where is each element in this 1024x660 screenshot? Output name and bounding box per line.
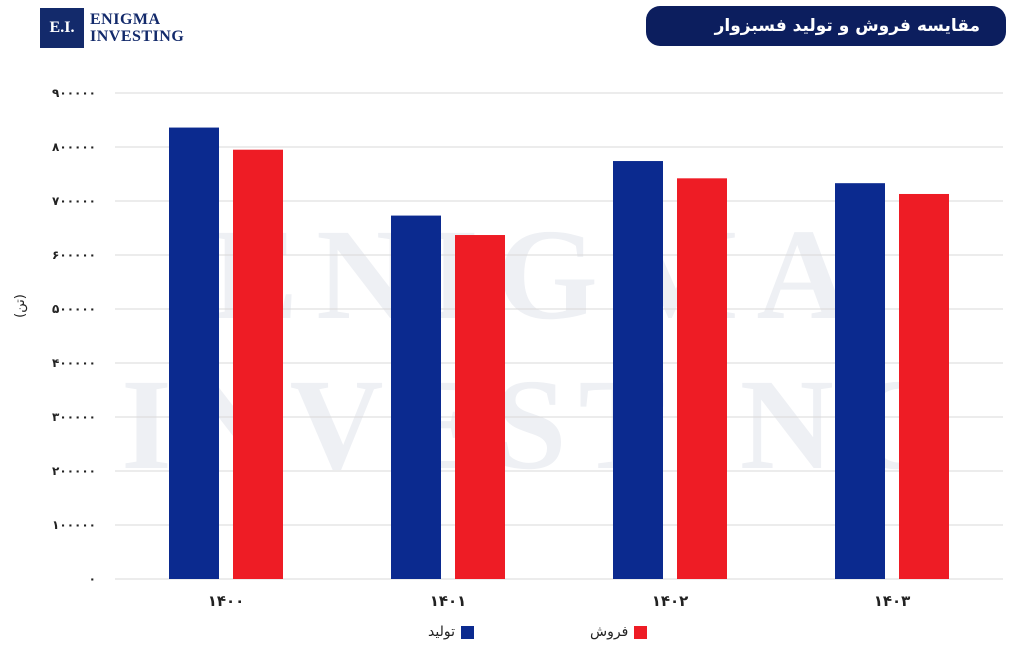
watermark-line-1: ENIGMA (212, 203, 869, 347)
x-tick-label: ۱۴۰۳ (874, 592, 911, 610)
y-tick-label: ۸۰۰۰۰۰ (52, 140, 96, 154)
bar-sales (455, 235, 505, 579)
x-tick-label: ۱۴۰۱ (430, 592, 467, 610)
bar-production (169, 127, 219, 579)
bar-production (835, 183, 885, 579)
y-tick-label: ۱۰۰۰۰۰ (52, 518, 96, 532)
legend-swatch-sales (634, 625, 648, 639)
legend-item-sales: فروش (590, 624, 648, 640)
logo-line-2: INVESTING (90, 28, 185, 45)
logo: E.I. ENIGMA INVESTING (40, 8, 184, 48)
logo-wordmark: ENIGMA INVESTING (90, 11, 184, 45)
y-tick-label: ۶۰۰۰۰۰ (52, 248, 96, 262)
y-tick-label: ۰ (89, 572, 96, 586)
legend-item-production: تولید (428, 624, 474, 640)
x-tick-label: ۱۴۰۰ (208, 592, 245, 610)
legend-swatch-production (460, 625, 474, 639)
bar-production (613, 161, 663, 580)
bar-sales (899, 193, 949, 580)
chart-title: مقایسه فروش و تولید فسبزوار (714, 16, 980, 36)
logo-badge: E.I. (40, 8, 84, 48)
x-tick-label: ۱۴۰۲ (652, 592, 689, 610)
legend-label-sales: فروش (590, 624, 629, 640)
logo-line-1: ENIGMA (90, 11, 161, 28)
y-tick-label: ۲۰۰۰۰۰ (52, 464, 96, 478)
y-axis-label: (تن) (13, 294, 28, 318)
y-tick-label: ۴۰۰۰۰۰ (52, 356, 96, 370)
legend-label-production: تولید (428, 624, 455, 640)
y-tick-label: ۷۰۰۰۰۰ (52, 194, 96, 208)
y-tick-label: ۹۰۰۰۰۰ (52, 86, 96, 100)
chart-title-banner: مقایسه فروش و تولید فسبزوار (646, 6, 1006, 46)
bar-sales (677, 178, 727, 579)
bar-sales (233, 149, 283, 579)
y-tick-label: ۵۰۰۰۰۰ (52, 302, 96, 316)
bar-production (391, 215, 441, 579)
y-tick-label: ۳۰۰۰۰۰ (52, 410, 96, 424)
